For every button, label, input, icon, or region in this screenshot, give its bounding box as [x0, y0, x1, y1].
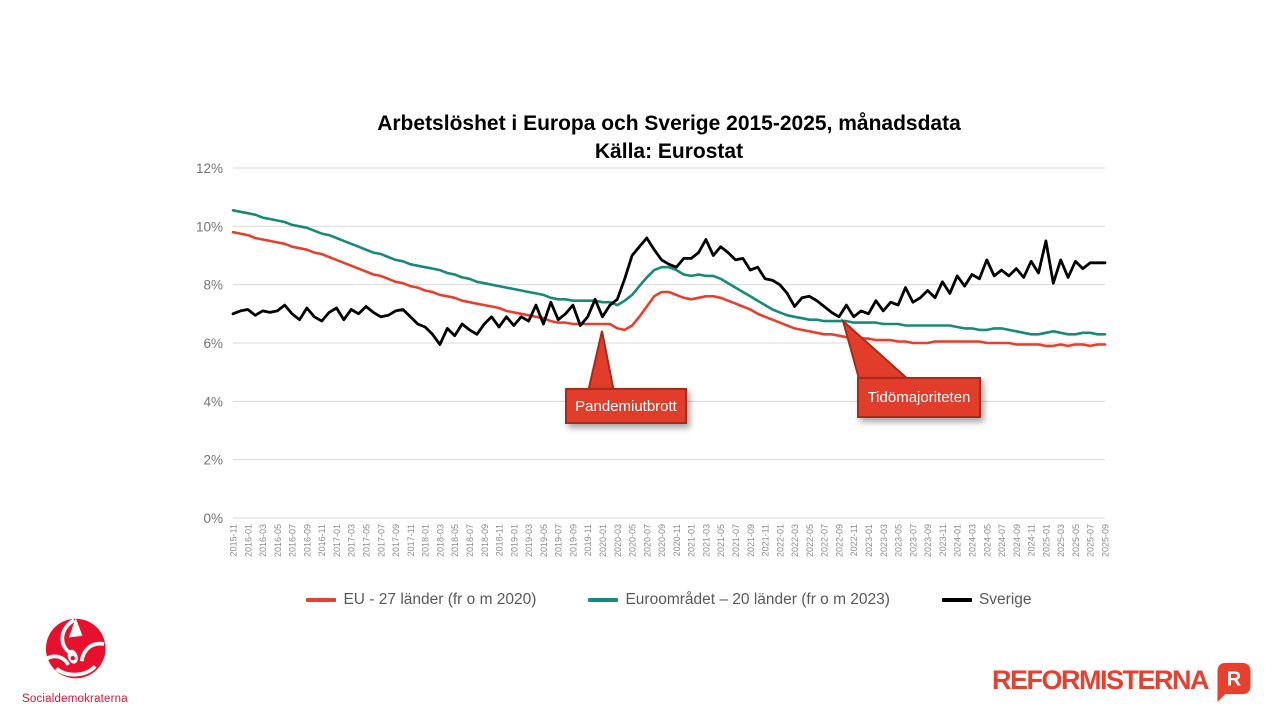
annotation-tidomajoriteten: Tidömajoriteten	[857, 377, 981, 418]
x-tick-label: 2019-01	[509, 524, 519, 557]
legend-swatch-sweden	[941, 598, 972, 602]
y-tick-label: 4%	[203, 394, 223, 409]
legend-label-eu: EU - 27 länder (fr o m 2020)	[343, 591, 537, 608]
x-tick-label: 2018-07	[465, 524, 475, 557]
x-tick-label: 2024-09	[1012, 524, 1022, 557]
socialdemokraterna-logo: Socialdemokraterna	[22, 614, 152, 705]
x-tick-label: 2017-01	[332, 524, 342, 557]
x-tick-label: 2018-11	[495, 524, 505, 556]
y-tick-label: 10%	[196, 219, 223, 234]
x-tick-label: 2016-01	[243, 524, 253, 557]
chart-title-line1: Arbetslöshet i Europa och Sverige 2015-2…	[377, 112, 961, 135]
x-tick-label: 2017-05	[362, 524, 372, 557]
chart-title: Arbetslöshet i Europa och Sverige 2015-2…	[233, 110, 1105, 166]
legend-swatch-eu	[306, 598, 337, 602]
x-tick-label: 2017-03	[347, 524, 357, 557]
series-line-eu	[231, 230, 1107, 348]
x-tick-label: 2018-09	[480, 524, 490, 557]
x-tick-label: 2024-07	[997, 524, 1007, 557]
x-tick-label: 2016-05	[273, 524, 283, 557]
legend-swatch-euro-area	[588, 598, 619, 602]
annotation-tail-pandemiutbrott	[586, 330, 616, 393]
legend-label-euro-area: Euroområdet – 20 länder (fr o m 2023)	[625, 591, 890, 608]
socialdemokraterna-wordmark: Socialdemokraterna	[22, 693, 128, 705]
legend-item-eu: EU - 27 länder (fr o m 2020)	[306, 591, 536, 609]
chart-title-line2: Källa: Eurostat	[594, 140, 744, 163]
x-tick-label: 2022-07	[820, 524, 830, 557]
x-tick-label: 2021-07	[731, 524, 741, 557]
x-tick-label: 2016-09	[302, 524, 312, 557]
y-tick-label: 6%	[203, 336, 223, 351]
x-tick-label: 2025-09	[1101, 524, 1111, 557]
legend-label-sweden: Sverige	[978, 591, 1032, 608]
x-tick-label: 2022-03	[790, 524, 800, 557]
x-tick-label: 2025-05	[1071, 524, 1081, 557]
x-tick-label: 2020-03	[613, 524, 623, 557]
x-tick-label: 2021-11	[761, 524, 771, 556]
svg-text:R: R	[1227, 668, 1242, 690]
series-line-sweden	[231, 236, 1107, 346]
legend-item-sweden: Sverige	[941, 591, 1032, 609]
x-tick-label: 2023-09	[923, 524, 933, 557]
x-tick-label: 2018-01	[421, 524, 431, 557]
x-tick-label: 2016-07	[288, 524, 298, 557]
annotation-pandemiutbrott-label: Pandemiutbrott	[575, 397, 677, 415]
x-tick-label: 2023-05	[894, 524, 904, 557]
reformisterna-logo: REFORMISTERNA R	[992, 660, 1254, 704]
x-tick-label: 2024-01	[953, 524, 963, 557]
x-tick-label: 2020-11	[672, 524, 682, 556]
socialdemokraterna-rose-icon	[44, 617, 106, 679]
x-tick-label: 2024-05	[982, 524, 992, 557]
x-tick-label: 2021-09	[746, 524, 756, 557]
x-tick-label: 2024-11	[1027, 524, 1037, 556]
y-tick-label: 0%	[203, 511, 223, 526]
annotation-tidomajoriteten-label: Tidömajoriteten	[867, 389, 971, 406]
y-tick-label: 12%	[196, 161, 223, 176]
x-tick-label: 2022-05	[805, 524, 815, 557]
x-tick-label: 2020-07	[642, 524, 652, 557]
x-tick-label: 2019-05	[539, 524, 549, 557]
chart-legend: EU - 27 länder (fr o m 2020) Euroområdet…	[233, 591, 1105, 609]
x-tick-label: 2016-11	[317, 524, 327, 556]
x-tick-label: 2017-11	[406, 524, 416, 556]
x-tick-label: 2023-01	[864, 524, 874, 557]
x-tick-label: 2019-09	[568, 524, 578, 557]
y-tick-label: 2%	[203, 453, 223, 468]
x-tick-label: 2025-03	[1056, 524, 1066, 557]
legend-item-euro-area: Euroområdet – 20 länder (fr o m 2023)	[588, 591, 890, 609]
reformisterna-r-badge-icon: R	[1217, 662, 1251, 702]
x-tick-label: 2018-05	[450, 524, 460, 557]
x-tick-label: 2025-07	[1086, 524, 1096, 557]
x-tick-label: 2025-01	[1041, 524, 1051, 557]
x-tick-label: 2024-03	[967, 524, 977, 557]
x-tick-label: 2017-07	[376, 524, 386, 557]
x-tick-label: 2023-11	[938, 524, 948, 556]
x-tick-label: 2020-09	[657, 524, 667, 557]
x-tick-label: 2019-11	[583, 524, 593, 556]
x-tick-label: 2019-03	[524, 524, 534, 557]
x-tick-label: 2018-03	[435, 524, 445, 557]
x-tick-label: 2021-01	[687, 524, 697, 557]
y-tick-label: 8%	[203, 278, 223, 293]
x-tick-label: 2022-11	[849, 524, 859, 556]
x-tick-label: 2015-11	[229, 524, 239, 556]
x-tick-label: 2017-09	[391, 524, 401, 557]
x-tick-label: 2019-07	[554, 524, 564, 557]
x-tick-label: 2022-01	[775, 524, 785, 557]
x-tick-label: 2023-03	[879, 524, 889, 557]
x-tick-label: 2021-03	[701, 524, 711, 557]
annotation-pandemiutbrott: Pandemiutbrott	[565, 388, 687, 424]
reformisterna-wordmark: REFORMISTERNA	[992, 665, 1210, 695]
series-line-euro-area	[231, 209, 1107, 336]
x-tick-label: 2021-05	[716, 524, 726, 557]
x-tick-label: 2020-01	[598, 524, 608, 557]
x-tick-label: 2022-09	[834, 524, 844, 557]
x-tick-label: 2023-07	[908, 524, 918, 557]
x-tick-label: 2020-05	[628, 524, 638, 557]
x-tick-label: 2016-03	[258, 524, 268, 557]
